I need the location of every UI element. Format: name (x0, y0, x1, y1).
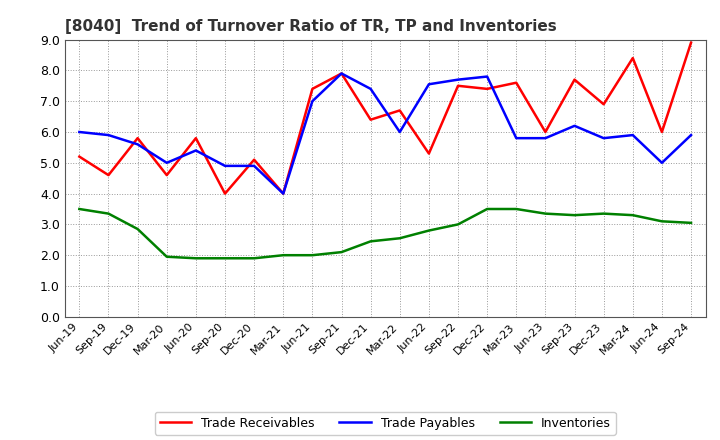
Trade Payables (454, 77, 462, 82)
Legend: Trade Receivables, Trade Payables, Inventories: Trade Receivables, Trade Payables, Inven… (155, 412, 616, 435)
Trade Receivables (250, 157, 258, 162)
Trade Receivables (366, 117, 375, 122)
Trade Receivables (192, 136, 200, 141)
Trade Receivables (454, 83, 462, 88)
Line: Trade Receivables: Trade Receivables (79, 43, 691, 194)
Inventories (483, 206, 492, 212)
Trade Receivables (220, 191, 229, 196)
Inventories (192, 256, 200, 261)
Trade Payables (133, 142, 142, 147)
Inventories (308, 253, 317, 258)
Trade Payables (104, 132, 113, 138)
Inventories (687, 220, 696, 225)
Inventories (279, 253, 287, 258)
Inventories (395, 235, 404, 241)
Inventories (570, 213, 579, 218)
Trade Receivables (104, 172, 113, 178)
Trade Receivables (163, 172, 171, 178)
Line: Trade Payables: Trade Payables (79, 73, 691, 194)
Inventories (657, 219, 666, 224)
Trade Payables (366, 86, 375, 92)
Inventories (629, 213, 637, 218)
Inventories (163, 254, 171, 259)
Trade Receivables (308, 86, 317, 92)
Trade Receivables (570, 77, 579, 82)
Trade Payables (75, 129, 84, 135)
Trade Payables (192, 148, 200, 153)
Trade Payables (483, 74, 492, 79)
Trade Receivables (629, 55, 637, 61)
Trade Payables (687, 132, 696, 138)
Trade Receivables (279, 191, 287, 196)
Inventories (541, 211, 550, 216)
Trade Payables (395, 129, 404, 135)
Inventories (425, 228, 433, 233)
Trade Payables (250, 163, 258, 169)
Inventories (75, 206, 84, 212)
Trade Receivables (541, 129, 550, 135)
Trade Receivables (425, 151, 433, 156)
Trade Payables (425, 81, 433, 87)
Trade Payables (570, 123, 579, 128)
Trade Receivables (512, 80, 521, 85)
Line: Inventories: Inventories (79, 209, 691, 258)
Inventories (250, 256, 258, 261)
Trade Receivables (75, 154, 84, 159)
Trade Payables (512, 136, 521, 141)
Trade Payables (220, 163, 229, 169)
Trade Receivables (337, 71, 346, 76)
Trade Payables (629, 132, 637, 138)
Trade Payables (308, 99, 317, 104)
Trade Payables (541, 136, 550, 141)
Trade Payables (279, 191, 287, 196)
Inventories (104, 211, 113, 216)
Text: [8040]  Trend of Turnover Ratio of TR, TP and Inventories: [8040] Trend of Turnover Ratio of TR, TP… (65, 19, 557, 34)
Trade Receivables (483, 86, 492, 92)
Inventories (220, 256, 229, 261)
Inventories (337, 249, 346, 255)
Trade Payables (337, 71, 346, 76)
Trade Payables (657, 160, 666, 165)
Inventories (366, 238, 375, 244)
Inventories (133, 226, 142, 231)
Inventories (599, 211, 608, 216)
Trade Receivables (599, 102, 608, 107)
Trade Payables (599, 136, 608, 141)
Inventories (512, 206, 521, 212)
Trade Receivables (657, 129, 666, 135)
Trade Receivables (395, 108, 404, 113)
Inventories (454, 222, 462, 227)
Trade Receivables (687, 40, 696, 45)
Trade Payables (163, 160, 171, 165)
Trade Receivables (133, 136, 142, 141)
